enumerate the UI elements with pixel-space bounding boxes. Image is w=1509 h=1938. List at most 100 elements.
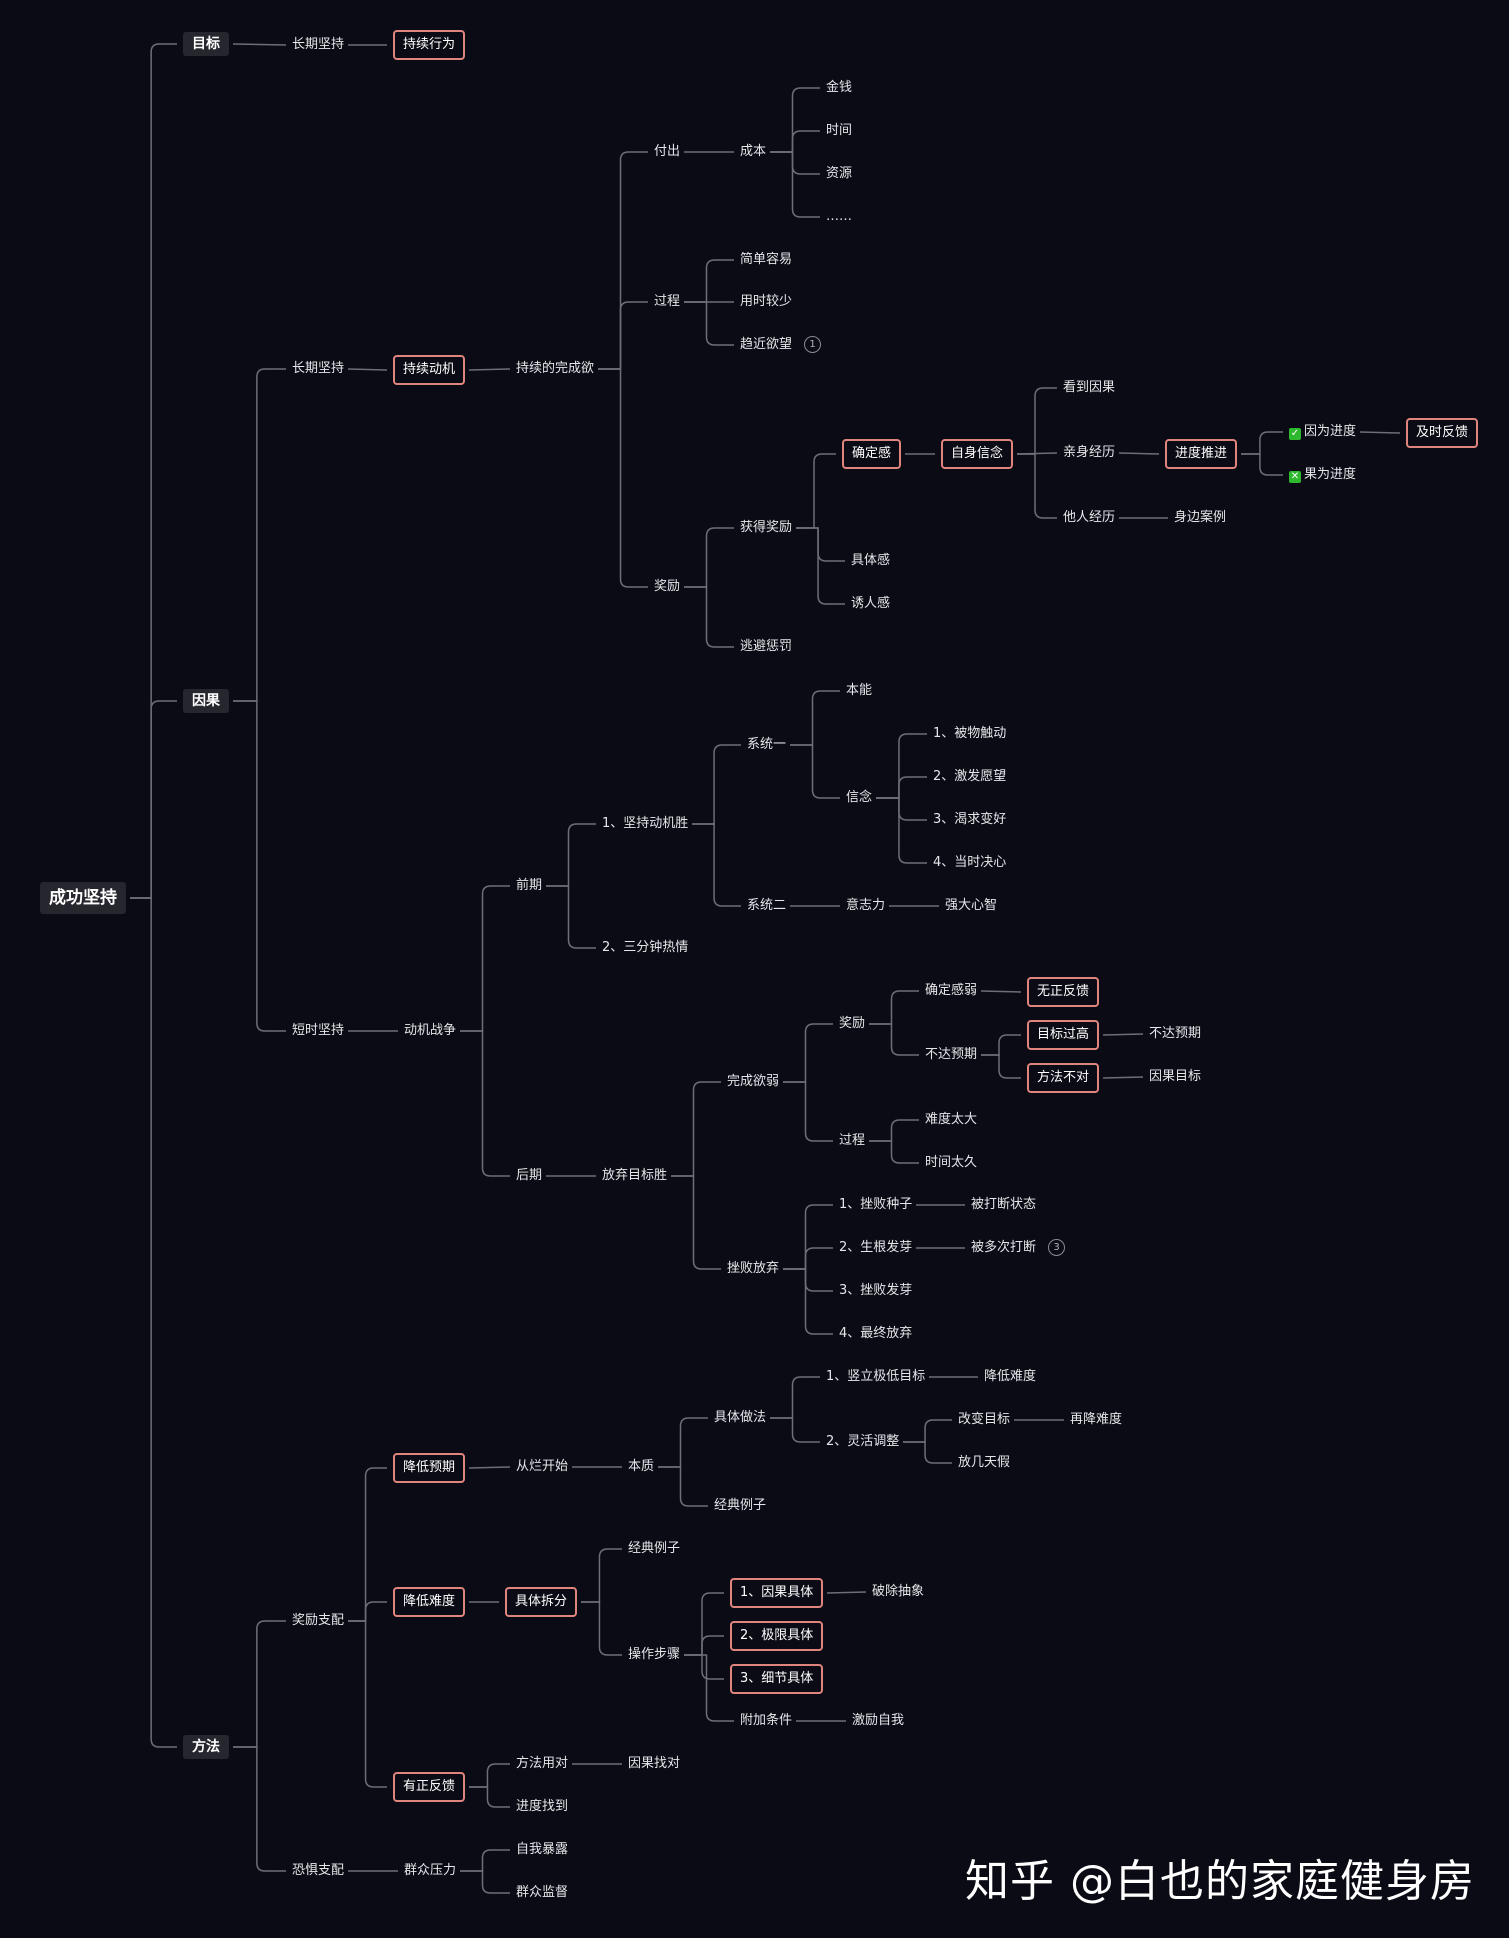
node-etc[interactable]: …… xyxy=(826,209,852,224)
node-goal-long[interactable]: 长期坚持 xyxy=(292,37,345,52)
node-reward[interactable]: 奖励 xyxy=(654,579,681,594)
node-set-low[interactable]: 1、竖立极低目标 xyxy=(826,1369,926,1384)
node-strong-mind[interactable]: 强大心智 xyxy=(945,898,998,913)
node-practice[interactable]: 具体做法 xyxy=(714,1410,767,1425)
node-flex-adjust[interactable]: 2、灵活调整 xyxy=(826,1434,900,1449)
node-simple[interactable]: 简单容易 xyxy=(740,252,793,267)
node-late-reward[interactable]: 奖励 xyxy=(839,1016,866,1031)
node-extra[interactable]: 附加条件 xyxy=(740,1713,793,1728)
node-right-method[interactable]: 方法用对 xyxy=(516,1756,569,1771)
node-process[interactable]: 过程 xyxy=(654,294,681,309)
node-days-off[interactable]: 放几天假 xyxy=(958,1455,1011,1470)
node-other-exp[interactable]: 他人经历 xyxy=(1063,510,1116,525)
node-belief[interactable]: 信念 xyxy=(846,790,873,805)
node-fear-drive[interactable]: 恐惧支配 xyxy=(292,1863,345,1878)
node-motive[interactable]: 持续动机 xyxy=(393,355,466,385)
node-pos-fb[interactable]: 有正反馈 xyxy=(393,1772,466,1802)
node-desire[interactable]: 持续的完成欲 xyxy=(516,361,595,376)
node-interrupted[interactable]: 被打断状态 xyxy=(971,1197,1037,1212)
node-f3[interactable]: 3、挫败发芽 xyxy=(839,1283,913,1298)
node-cause-goal[interactable]: 因果目标 xyxy=(1149,1069,1202,1084)
node-money[interactable]: 金钱 xyxy=(826,80,853,95)
node-cause-progress[interactable]: ✓ 因为进度 xyxy=(1289,424,1357,440)
node-late-process[interactable]: 过程 xyxy=(839,1133,866,1148)
node-resource[interactable]: 资源 xyxy=(826,166,853,181)
node-self-expose[interactable]: 自我暴露 xyxy=(516,1842,569,1857)
node-sys1[interactable]: 系统一 xyxy=(747,737,787,752)
node-public-watch[interactable]: 群众监督 xyxy=(516,1885,569,1900)
node-near-case[interactable]: 身边案例 xyxy=(1174,510,1227,525)
node-root[interactable]: 成功坚持 xyxy=(40,882,126,914)
node-get-reward[interactable]: 获得奖励 xyxy=(740,520,793,535)
node-weak-desire[interactable]: 完成欲弱 xyxy=(727,1074,780,1089)
node-late[interactable]: 后期 xyxy=(516,1168,543,1183)
node-s3[interactable]: 3、细节具体 xyxy=(730,1664,824,1694)
node-b2[interactable]: 2、激发愿望 xyxy=(933,769,1007,784)
node-effect-progress[interactable]: ✕ 果为进度 xyxy=(1289,467,1357,483)
node-steps[interactable]: 操作步骤 xyxy=(628,1647,681,1662)
node-too-long[interactable]: 时间太久 xyxy=(925,1155,978,1170)
node-change-goal[interactable]: 改变目标 xyxy=(958,1412,1011,1427)
node-essence[interactable]: 本质 xyxy=(628,1459,655,1474)
node-cause[interactable]: 因果 xyxy=(183,689,229,713)
node-below-exp2[interactable]: 不达预期 xyxy=(1149,1026,1202,1041)
node-classic2[interactable]: 经典例子 xyxy=(628,1541,681,1556)
node-goal-act[interactable]: 持续行为 xyxy=(393,30,466,60)
node-self-exp[interactable]: 亲身经历 xyxy=(1063,445,1116,460)
node-f4[interactable]: 4、最终放弃 xyxy=(839,1326,913,1341)
node-willpower[interactable]: 意志力 xyxy=(846,898,886,913)
node-frustrate[interactable]: 挫败放弃 xyxy=(727,1261,780,1276)
node-lower-exp[interactable]: 降低预期 xyxy=(393,1453,466,1483)
node-classic1[interactable]: 经典例子 xyxy=(714,1498,767,1513)
node-concrete[interactable]: 具体感 xyxy=(851,553,891,568)
node-motive-war[interactable]: 动机战争 xyxy=(404,1023,457,1038)
node-f2[interactable]: 2、生根发芽 xyxy=(839,1240,913,1255)
node-reward-drive[interactable]: 奖励支配 xyxy=(292,1613,345,1628)
node-progress-push[interactable]: 进度推进 xyxy=(1165,439,1238,469)
node-short-keep[interactable]: 短时坚持 xyxy=(292,1023,345,1038)
node-lower-again[interactable]: 再降难度 xyxy=(1070,1412,1123,1427)
node-three-min[interactable]: 2、三分钟热情 xyxy=(602,940,689,955)
node-self-belief[interactable]: 自身信念 xyxy=(941,439,1014,469)
node-avoid-punish[interactable]: 逃避惩罚 xyxy=(740,639,793,654)
node-find-progress[interactable]: 进度找到 xyxy=(516,1799,569,1814)
node-pay[interactable]: 付出 xyxy=(654,144,681,159)
node-instinct[interactable]: 本能 xyxy=(846,683,873,698)
node-see-cause[interactable]: 看到因果 xyxy=(1063,380,1116,395)
node-near-desire[interactable]: 趋近欲望 1 xyxy=(740,336,822,354)
node-certainty[interactable]: 确定感 xyxy=(842,439,902,469)
node-s1[interactable]: 1、因果具体 xyxy=(730,1578,824,1608)
node-timely-feedback[interactable]: 及时反馈 xyxy=(1406,418,1479,448)
node-lower-diff2[interactable]: 降低难度 xyxy=(393,1587,466,1617)
node-b4[interactable]: 4、当时决心 xyxy=(933,855,1007,870)
node-sys2[interactable]: 系统二 xyxy=(747,898,787,913)
node-breakdown[interactable]: 具体拆分 xyxy=(505,1587,578,1617)
node-wrong-method[interactable]: 方法不对 xyxy=(1027,1063,1100,1093)
node-cost[interactable]: 成本 xyxy=(740,144,767,159)
node-s2[interactable]: 2、极限具体 xyxy=(730,1621,824,1651)
node-no-pos-fb[interactable]: 无正反馈 xyxy=(1027,977,1100,1007)
node-method[interactable]: 方法 xyxy=(183,1735,229,1759)
node-cause-long[interactable]: 长期坚持 xyxy=(292,361,345,376)
node-weak-cert[interactable]: 确定感弱 xyxy=(925,983,978,998)
node-find-cause[interactable]: 因果找对 xyxy=(628,1756,681,1771)
node-from-bad[interactable]: 从烂开始 xyxy=(516,1459,569,1474)
node-time[interactable]: 时间 xyxy=(826,123,853,138)
node-motivate-self[interactable]: 激励自我 xyxy=(852,1713,905,1728)
node-multi-interrupt[interactable]: 被多次打断 3 xyxy=(971,1239,1066,1257)
node-goal-high[interactable]: 目标过高 xyxy=(1027,1020,1100,1050)
node-lower-diff[interactable]: 降低难度 xyxy=(984,1369,1037,1384)
node-b1[interactable]: 1、被物触动 xyxy=(933,726,1007,741)
node-keep-win[interactable]: 1、坚持动机胜 xyxy=(602,816,689,831)
node-short-time[interactable]: 用时较少 xyxy=(740,294,793,309)
node-goal[interactable]: 目标 xyxy=(183,32,229,56)
node-f1[interactable]: 1、挫败种子 xyxy=(839,1197,913,1212)
node-b3[interactable]: 3、渴求变好 xyxy=(933,812,1007,827)
node-below-exp[interactable]: 不达预期 xyxy=(925,1047,978,1062)
node-too-hard[interactable]: 难度太大 xyxy=(925,1112,978,1127)
node-tempting[interactable]: 诱人感 xyxy=(851,596,891,611)
node-early[interactable]: 前期 xyxy=(516,878,543,893)
node-quit-win[interactable]: 放弃目标胜 xyxy=(602,1168,668,1183)
node-break-abstract[interactable]: 破除抽象 xyxy=(872,1584,925,1599)
node-peer-pressure[interactable]: 群众压力 xyxy=(404,1863,457,1878)
